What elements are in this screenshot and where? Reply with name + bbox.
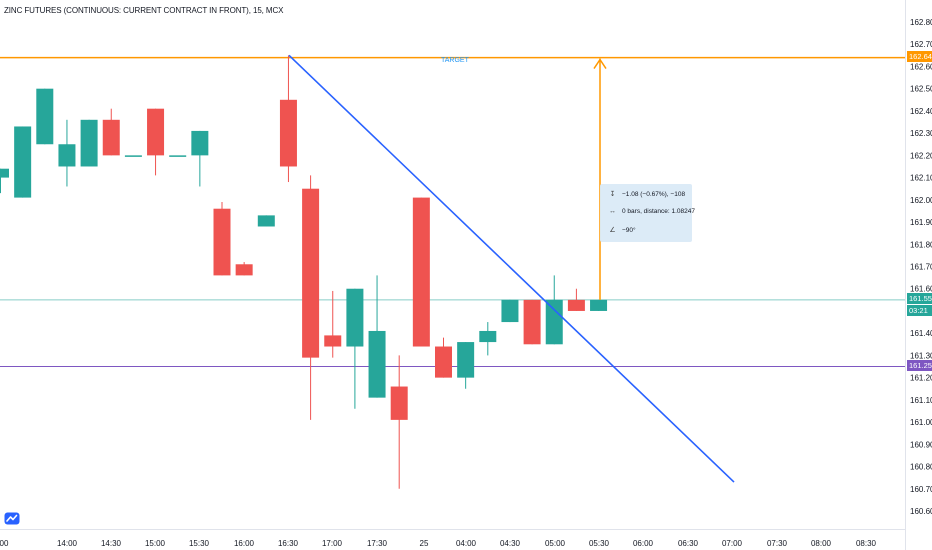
horizontal-line-price-tag: 161.25 — [907, 360, 932, 371]
candle-body — [169, 155, 187, 157]
angle-icon: ∠ — [609, 227, 616, 234]
price-tick-label: 161.00 — [910, 418, 932, 427]
candle-body — [346, 288, 364, 347]
candle-body — [302, 188, 320, 358]
candle-body — [324, 335, 342, 347]
candle-body — [191, 130, 209, 156]
time-tick-label: 25 — [420, 539, 429, 548]
candle-body — [0, 168, 9, 178]
price-tick-label: 161.40 — [910, 329, 932, 338]
candle-body — [390, 386, 408, 420]
countdown-tag: 03:21 — [907, 305, 932, 316]
candle-body — [368, 330, 386, 398]
time-tick-label: 06:00 — [633, 539, 654, 548]
candle-body — [102, 119, 120, 156]
target-price-tag: 162.64 — [907, 51, 932, 62]
price-tick-label: 162.50 — [910, 85, 932, 94]
price-tick-label: 161.80 — [910, 240, 932, 249]
candle-body — [545, 299, 563, 345]
measure-arrow-head — [593, 58, 607, 69]
measure-info-box: ↧ −1.08 (−0.67%), −108 ↔ 0 bars, distanc… — [600, 184, 695, 242]
candle-body — [501, 299, 519, 323]
time-tick-label: 04:30 — [500, 539, 521, 548]
candle-body — [412, 197, 430, 347]
time-tick-label: 17:30 — [367, 539, 388, 548]
candle-body — [213, 208, 231, 276]
time-tick-label: 16:30 — [278, 539, 299, 548]
price-tick-label: 160.60 — [910, 507, 932, 516]
price-tick-label: 160.90 — [910, 440, 932, 449]
price-tick-label: 161.30 — [910, 351, 932, 360]
price-tick-label: 160.80 — [910, 463, 932, 472]
candle-body — [14, 126, 32, 198]
candle-body — [590, 299, 608, 311]
price-tick-label: 162.40 — [910, 107, 932, 116]
candle-body — [58, 144, 76, 167]
price-tick-label: 162.20 — [910, 151, 932, 160]
price-tick-label: 162.30 — [910, 129, 932, 138]
candle-body — [257, 215, 275, 227]
candle-body — [80, 119, 98, 167]
candle-body — [457, 342, 475, 378]
candle-body — [235, 264, 253, 276]
target-label: TARGET — [441, 57, 469, 64]
bars-distance-icon: ↔ — [609, 208, 616, 215]
measure-bars-text: 0 bars, distance: 1.08247 — [622, 208, 695, 215]
time-tick-label: 14:30 — [101, 539, 122, 548]
price-tick-label: 161.90 — [910, 218, 932, 227]
price-tick-label: 161.70 — [910, 263, 932, 272]
price-tick-label: 161.60 — [910, 285, 932, 294]
price-tick-label: 162.10 — [910, 174, 932, 183]
price-tick-label: 162.80 — [910, 18, 932, 27]
time-tick-label: 08:30 — [856, 539, 877, 548]
trendline — [288, 54, 735, 483]
price-tick-label: 161.20 — [910, 374, 932, 383]
candle-body — [435, 346, 452, 378]
time-tick-label: 07:00 — [722, 539, 743, 548]
time-tick-label: 04:00 — [456, 539, 477, 548]
candle-body — [279, 99, 297, 167]
time-tick-label: 14:00 — [57, 539, 78, 548]
price-tick-label: 162.60 — [910, 62, 932, 71]
candle-body — [124, 155, 142, 157]
time-tick-label: 00 — [0, 539, 9, 548]
price-tick-label: 160.70 — [910, 485, 932, 494]
time-tick-label: 05:00 — [545, 539, 566, 548]
time-tick-label: 17:00 — [322, 539, 343, 548]
price-tick-label: 162.70 — [910, 40, 932, 49]
time-tick-label: 07:30 — [767, 539, 788, 548]
time-tick-label: 16:00 — [234, 539, 255, 548]
last-price-tag: 161.55 — [907, 293, 932, 304]
time-tick-label: 15:30 — [189, 539, 210, 548]
tradingview-logo-icon[interactable] — [4, 512, 20, 525]
measure-price-text: −1.08 (−0.67%), −108 — [622, 190, 686, 198]
time-tick-label: 06:30 — [678, 539, 699, 548]
candle-body — [567, 299, 585, 311]
range-icon: ↧ — [609, 191, 616, 198]
candle-body — [523, 299, 541, 345]
price-tick-label: 161.10 — [910, 396, 932, 405]
chart-title: ZINC FUTURES (CONTINUOUS: CURRENT CONTRA… — [4, 6, 284, 15]
candle-body — [36, 88, 54, 145]
candle-body — [479, 330, 497, 343]
candle-body — [147, 108, 165, 156]
measure-angle-text: −90° — [622, 226, 636, 234]
time-tick-label: 05:30 — [589, 539, 610, 548]
time-tick-label: 08:00 — [811, 539, 832, 548]
price-tick-label: 162.00 — [910, 196, 932, 205]
time-tick-label: 15:00 — [145, 539, 166, 548]
